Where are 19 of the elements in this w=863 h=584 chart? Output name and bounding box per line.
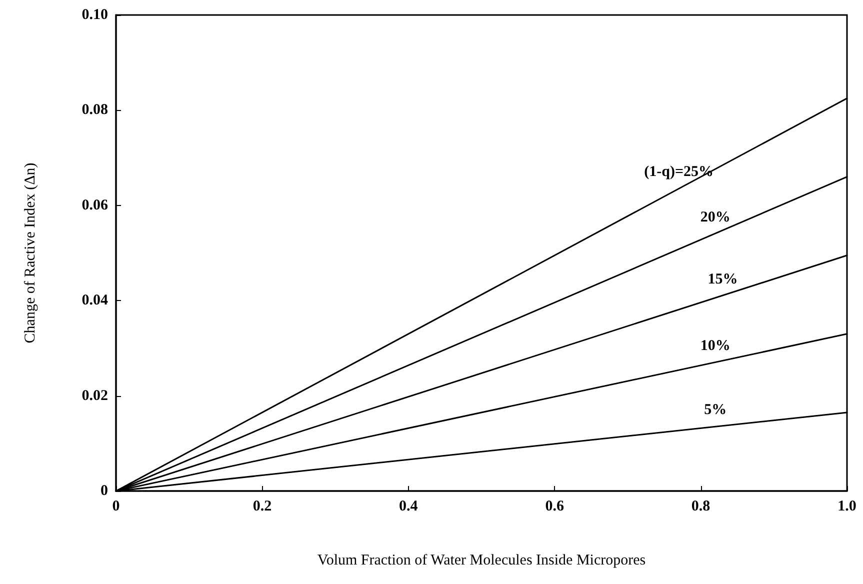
x-tick-label: 0.4 (399, 498, 418, 514)
y-tick-label: 0.08 (82, 102, 108, 118)
x-tick-label: 0 (112, 498, 120, 514)
y-tick-label: 0.10 (82, 7, 108, 23)
annotation: 20% (700, 209, 730, 226)
y-tick-label: 0.02 (82, 388, 108, 404)
y-axis-title: Change of Ractive Index (Δn) (22, 162, 38, 344)
annotation: 15% (708, 271, 738, 288)
x-axis-title: Volum Fraction of Water Molecules Inside Micropores (317, 552, 646, 568)
x-tick-label: 0.8 (691, 498, 710, 514)
annotation: (1-q)=25% (644, 164, 714, 180)
annotation: 5% (704, 402, 727, 418)
x-tick-label: 0.2 (252, 498, 272, 514)
y-tick-label: 0.04 (82, 292, 108, 309)
annotation: 10% (700, 338, 730, 354)
x-tick-label: 1.0 (838, 498, 856, 514)
y-tick-label: 0 (100, 483, 108, 499)
y-tick-label: 0.06 (82, 197, 108, 214)
x-tick-label: 0.6 (545, 498, 564, 514)
